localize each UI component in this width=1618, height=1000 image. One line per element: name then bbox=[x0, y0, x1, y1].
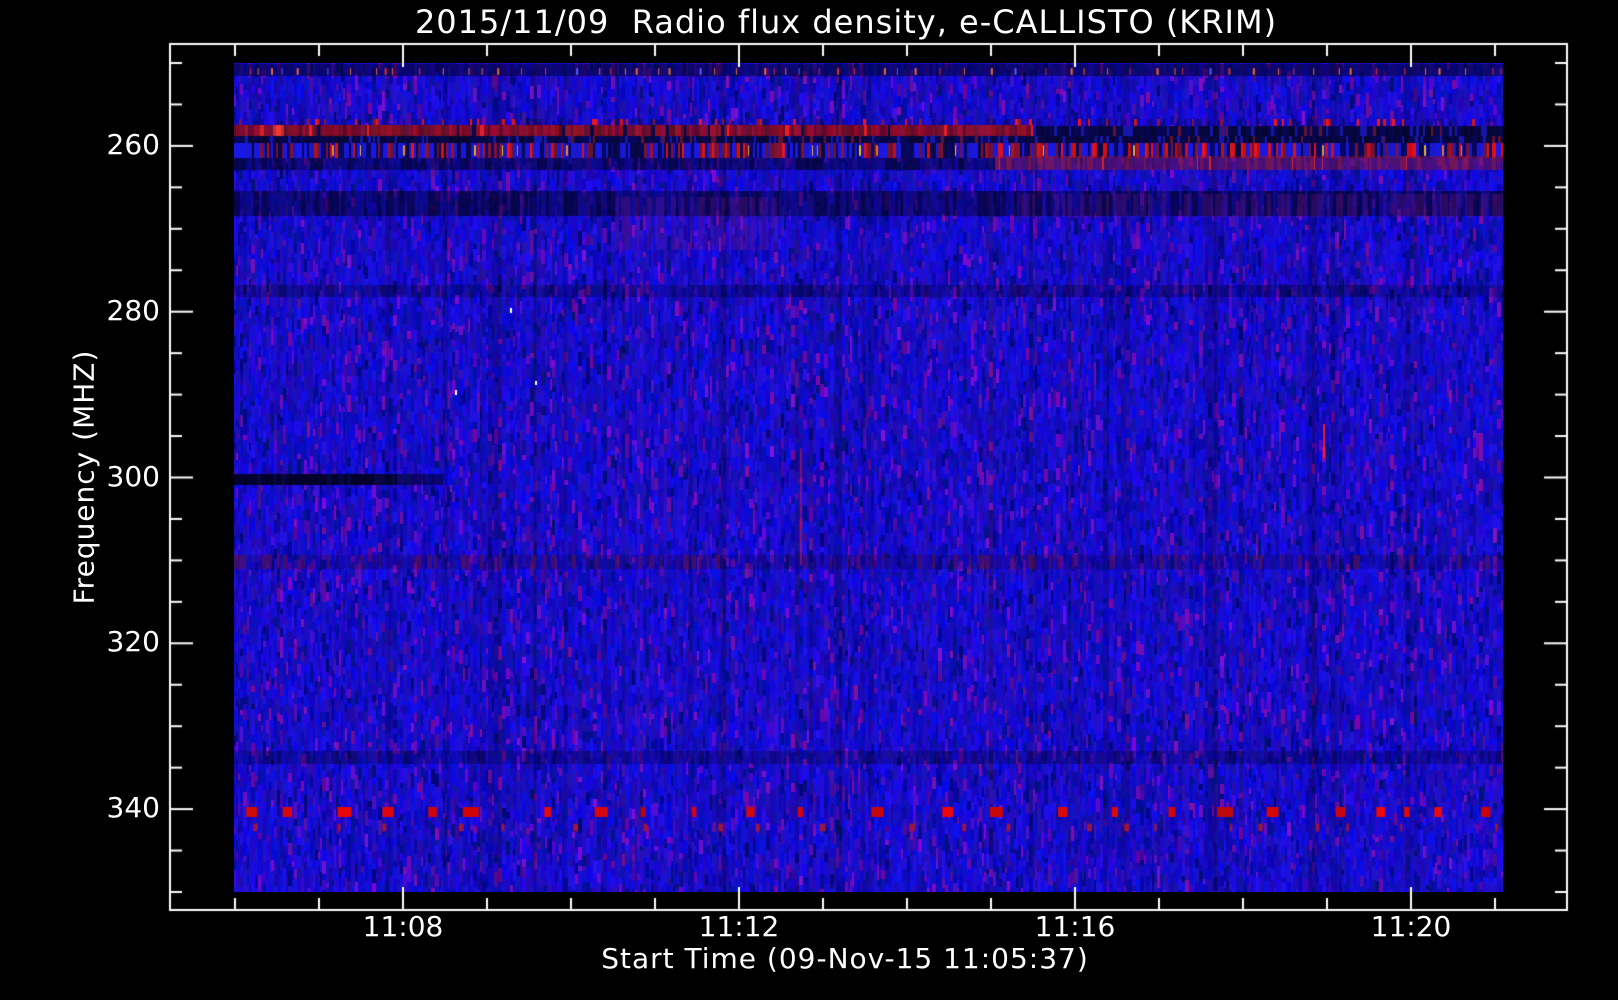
x-tick-label: 11:20 bbox=[1370, 910, 1452, 943]
y-axis-title: Frequency (MHZ) bbox=[67, 349, 101, 605]
y-tick-label: 320 bbox=[106, 625, 160, 659]
y-tick-label: 340 bbox=[106, 791, 160, 825]
x-tick-label: 11:08 bbox=[362, 910, 444, 943]
x-tick-label: 11:16 bbox=[1034, 910, 1116, 943]
chart-title: 2015/11/09 Radio flux density, e-CALLIST… bbox=[414, 3, 1278, 41]
y-tick-label: 300 bbox=[106, 459, 160, 493]
y-tick-label: 260 bbox=[106, 127, 160, 161]
y-tick-label: 280 bbox=[106, 293, 160, 327]
x-axis-title: Start Time (09-Nov-15 11:05:37) bbox=[601, 942, 1089, 975]
x-tick-label: 11:12 bbox=[698, 910, 780, 943]
